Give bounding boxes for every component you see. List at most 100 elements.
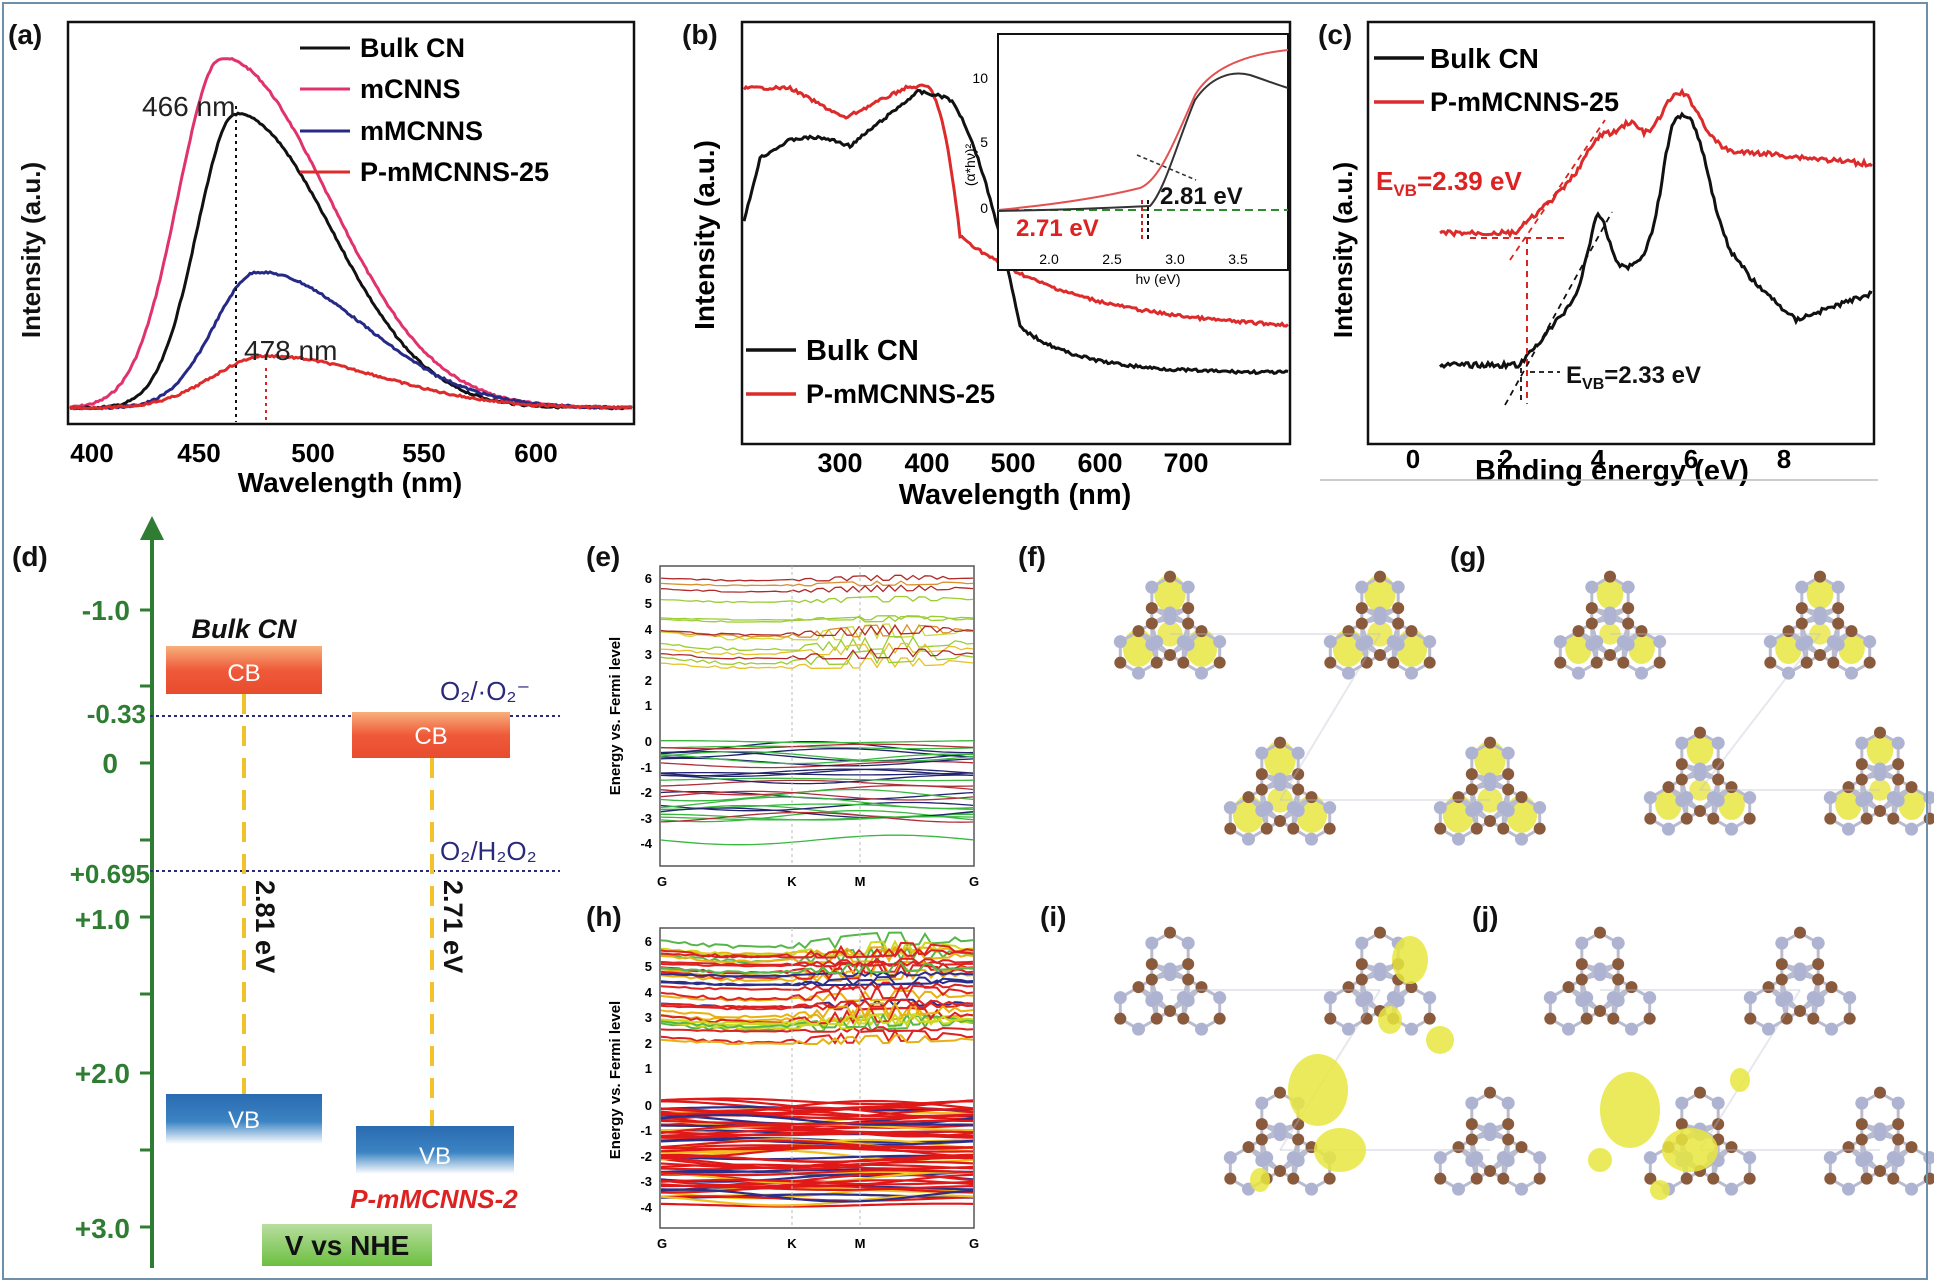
kpoint-label: G (969, 1236, 979, 1251)
carbon-atom (1874, 1165, 1886, 1177)
panel-c-legend: Bulk CN P-mMCNNS-25 (1374, 43, 1619, 117)
nitrogen-atom (1863, 635, 1877, 649)
p-vb-label: VB (419, 1143, 451, 1170)
nitrogen-atom (1611, 936, 1625, 950)
orbital-lobe (1730, 1068, 1750, 1092)
carbon-atom (1502, 768, 1515, 781)
carbon-atom (1554, 656, 1567, 669)
carbon-atom (1213, 1012, 1226, 1025)
nitrogen-atom (1514, 1182, 1528, 1196)
panel-c-evb-p: EVB=2.39 eV (1376, 166, 1522, 200)
xtick: 600 (514, 438, 557, 468)
carbon-atom (1423, 1012, 1436, 1025)
nitrogen-atom (1780, 991, 1794, 1005)
panel-a-ylabel: Intensity (a.u.) (16, 162, 46, 338)
carbon-atom (1860, 812, 1873, 825)
nitrogen-atom (1904, 822, 1918, 836)
nitrogen-atom (1580, 991, 1594, 1005)
kpoint-label: G (657, 874, 667, 889)
nitrogen-atom (1891, 1096, 1905, 1110)
nitrogen-atom (1433, 801, 1447, 815)
evb-sub: VB (1582, 376, 1604, 393)
nitrogen-atom (1621, 580, 1635, 594)
carbon-atom (1824, 812, 1837, 825)
conduction-band (660, 947, 974, 959)
nitrogen-atom (1360, 991, 1374, 1005)
carbon-atom (1855, 773, 1868, 786)
nitrogen-atom (1782, 666, 1796, 680)
carbon-atom (1355, 958, 1368, 971)
nitrogen-atom (1806, 991, 1820, 1005)
nitrogen-atom (1194, 666, 1208, 680)
panel-e: (e) Energy vs. Fermi level 6 5 4 3 2 1 0… (586, 541, 979, 889)
carbon-atom (1743, 1172, 1756, 1185)
nitrogen-atom (1826, 635, 1840, 649)
carbon-atom (1405, 625, 1418, 638)
energy-tick-label: +3.0 (75, 1213, 130, 1244)
carbon-atom (1874, 726, 1886, 739)
panel-h-label: (h) (586, 901, 622, 932)
ytick: 2 (645, 673, 652, 688)
xtick: 550 (402, 438, 445, 468)
redox-label-peroxide: O₂/H₂O₂ (440, 836, 537, 866)
valence-band (660, 1169, 974, 1177)
ytick: 6 (645, 571, 652, 586)
valence-band (660, 1154, 974, 1161)
panel-c-curves (1439, 87, 1873, 371)
nitrogen-atom (1886, 791, 1900, 805)
carbon-atom (1533, 822, 1546, 835)
evb-main: E (1376, 166, 1393, 196)
carbon-atom (1585, 602, 1598, 615)
carbon-atom (1694, 726, 1706, 739)
orbital-lobe (1392, 936, 1428, 984)
nitrogen-atom (1213, 635, 1227, 649)
conduction-band (660, 957, 974, 967)
carbon-atom (1680, 1172, 1693, 1185)
nitrogen-atom (1213, 991, 1227, 1005)
valence-band (660, 801, 974, 812)
inset-curve-bulk (997, 72, 1289, 212)
carbon-atom (1255, 783, 1268, 796)
carbon-atom (1635, 625, 1648, 638)
nitrogen-atom (1590, 635, 1604, 649)
evb-sub: VB (1393, 181, 1417, 200)
carbon-atom (1502, 1133, 1515, 1146)
nitrogen-atom (1680, 791, 1694, 805)
bulk-vb-bar (166, 1094, 322, 1144)
panel-d-label: (d) (12, 541, 48, 572)
panel-b-ylabel: Intensity (a.u.) (689, 140, 720, 330)
nitrogen-atom (1762, 1022, 1776, 1036)
inset-tangent (1136, 154, 1197, 181)
p-gap-label: 2.71 eV (438, 880, 468, 973)
nitrogen-atom (1675, 736, 1689, 750)
nitrogen-atom (1176, 991, 1190, 1005)
carbon-atom (1164, 926, 1176, 939)
orbital-lobe (1809, 623, 1831, 645)
nitrogen-atom (1823, 791, 1837, 805)
nitrogen-atom (1342, 666, 1356, 680)
legend-label: mMCNNS (360, 116, 483, 146)
carbon-atom (1622, 602, 1635, 615)
carbon-atom (1832, 617, 1845, 630)
ytick: -4 (640, 1200, 652, 1215)
energy-axis-arrow (140, 516, 164, 540)
valence-band (660, 790, 974, 801)
ytick: 5 (645, 959, 652, 974)
energy-axis-ticks (140, 608, 152, 1229)
curve-p-mmcnns-25 (69, 353, 633, 411)
carbon-atom (1905, 781, 1918, 794)
kpoint-label: K (787, 1236, 797, 1251)
panel-h: (h) Energy vs. Fermi level 6 5 4 3 2 1 0… (586, 901, 979, 1251)
valence-band (660, 748, 974, 758)
ytick: -2 (640, 785, 652, 800)
carbon-atom (1860, 1172, 1873, 1185)
nitrogen-atom (1323, 801, 1337, 815)
carbon-atom (1502, 1118, 1515, 1131)
carbon-atom (1874, 805, 1886, 817)
redox-label-superoxide: O₂/·O₂⁻ (440, 676, 530, 706)
nitrogen-atom (1533, 801, 1547, 815)
orbital-lobe (1650, 1180, 1670, 1200)
carbon-atom (1323, 1172, 1336, 1185)
curve-bulk-cn (742, 88, 1289, 376)
orbital-lobe (1866, 733, 1894, 766)
